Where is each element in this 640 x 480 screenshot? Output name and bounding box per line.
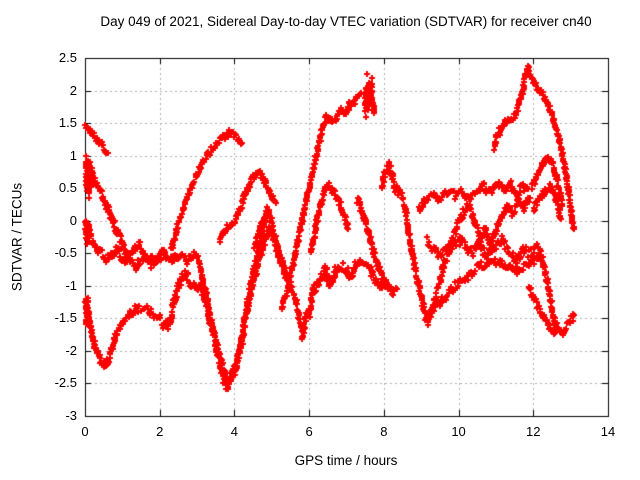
x-tick-label: 10: [451, 424, 466, 439]
y-tick-label: 0.5: [58, 180, 77, 196]
y-tick-label: -1: [65, 277, 77, 293]
y-tick-label: 1: [69, 147, 77, 163]
y-tick-label: -0.5: [54, 245, 77, 261]
x-tick-label: 4: [230, 424, 239, 439]
y-tick-label: -2: [65, 342, 77, 358]
y-tick-label: -3: [65, 408, 77, 423]
y-tick-label: -2.5: [54, 375, 77, 391]
x-tick-label: 8: [380, 424, 388, 439]
x-axis-label: GPS time / hours: [294, 453, 398, 468]
x-tick-label: 12: [526, 424, 541, 439]
y-tick-label: 0: [69, 212, 77, 228]
y-axis-label: SDTVAR / TECUs: [9, 182, 25, 292]
y-tick-label: 1.5: [58, 115, 77, 131]
x-tick-label: 6: [305, 424, 313, 439]
y-tick-label: 2.5: [58, 50, 77, 65]
y-tick-label: -1.5: [54, 310, 77, 326]
x-tick-label: 14: [600, 424, 616, 439]
x-tick-label: 0: [81, 424, 89, 439]
chart-title: Day 049 of 2021, Sidereal Day-to-day VTE…: [100, 14, 592, 29]
y-tick-label: 2: [69, 82, 77, 98]
x-tick-label: 2: [156, 424, 164, 439]
